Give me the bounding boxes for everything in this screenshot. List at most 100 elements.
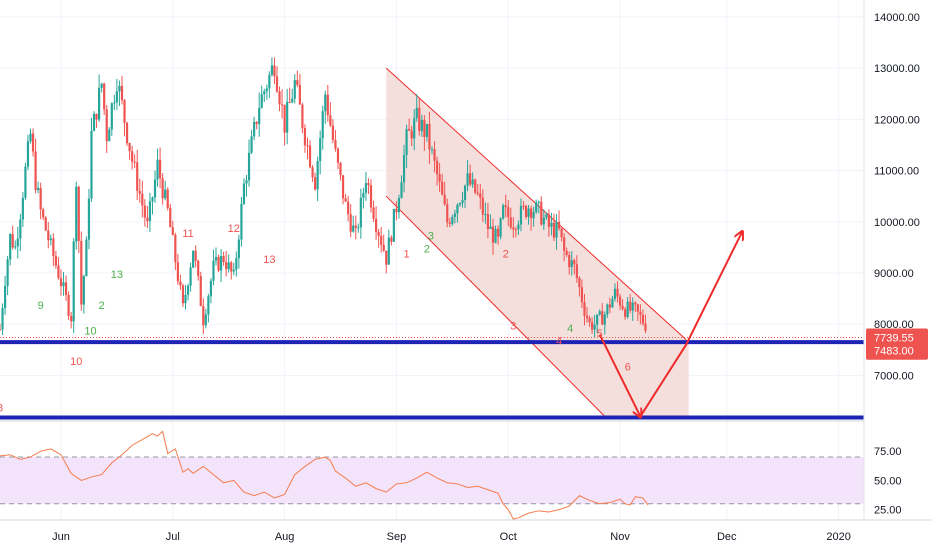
level-price-tag-bg [866, 341, 928, 360]
candle-body [324, 94, 327, 112]
candle-body [446, 204, 449, 223]
candle-body [237, 239, 240, 259]
candle-body [461, 199, 464, 204]
candle-body [110, 103, 113, 130]
candle-body [255, 121, 258, 124]
candle-body [641, 314, 645, 324]
count-label: 13 [111, 269, 123, 281]
candle-body [588, 318, 591, 323]
rsi-axis[interactable]: 75.00 50.00 25.00 [874, 446, 902, 516]
candle-body [540, 201, 543, 225]
candle-body [410, 130, 413, 139]
candle-body [263, 91, 266, 95]
candle-body [275, 76, 279, 92]
candle-body [563, 237, 566, 251]
candle-body [578, 278, 581, 288]
price-tick-label: 7000.00 [874, 370, 914, 382]
candle-body [474, 179, 477, 193]
time-axis[interactable]: Jun Jul Aug Sep Oct Nov Dec 2020 [52, 531, 851, 543]
price-tick-label: 13000.00 [874, 63, 920, 75]
candle-body [362, 192, 365, 198]
candle-body [499, 218, 502, 237]
candle-body [352, 225, 355, 232]
candle-body [568, 255, 571, 268]
time-tick-label: Jun [52, 531, 70, 543]
candle-body [542, 217, 545, 225]
candle-body [339, 162, 342, 176]
candle-body [250, 136, 253, 153]
candle-body [14, 246, 17, 248]
candle-body [301, 104, 304, 129]
candle-body [288, 101, 291, 103]
candle-body [557, 222, 561, 229]
candle-body [316, 161, 319, 190]
candle-body [319, 138, 322, 162]
rsi-pane [0, 430, 864, 520]
candle-body [514, 229, 517, 231]
candle-body [176, 262, 179, 282]
candle-body [547, 214, 550, 227]
candle-body [484, 214, 487, 216]
candle-body [415, 107, 418, 119]
projection-arrows[interactable] [598, 232, 742, 416]
candle-body [52, 238, 55, 257]
candle-body [530, 208, 533, 219]
candle-body [158, 159, 162, 179]
candle-body [278, 91, 281, 105]
candle-body [245, 180, 248, 184]
candle-body [580, 287, 584, 303]
candle-body [194, 250, 197, 261]
candle-body [204, 314, 207, 326]
candle-body [125, 122, 129, 144]
count-label: 11 [182, 228, 193, 240]
candle-body [67, 294, 70, 317]
candle-body [603, 314, 606, 325]
candle-body [402, 155, 406, 183]
price-tick-label: 14000.00 [874, 12, 920, 24]
candle-body [469, 173, 472, 185]
candle-body [82, 276, 85, 305]
candle-body [532, 211, 535, 219]
candle-body [133, 161, 136, 163]
count-label: 4 [567, 323, 573, 335]
candle-body [570, 260, 573, 268]
projection-down-arrow [598, 334, 641, 416]
candle-body [565, 250, 568, 256]
candle-body [463, 185, 467, 200]
candle-body [242, 183, 246, 204]
candle-body [240, 203, 243, 240]
candle-body [552, 222, 556, 238]
candle-body [418, 107, 421, 132]
candle-body [54, 256, 58, 266]
candle-body [199, 276, 202, 306]
candle-body [62, 282, 65, 287]
candle-body [471, 179, 474, 185]
candle-body [0, 329, 2, 331]
candle-body [354, 225, 357, 228]
candle-body [377, 231, 380, 236]
candle-body [131, 151, 134, 162]
rsi-band [0, 457, 864, 504]
time-tick-label: Aug [275, 531, 295, 543]
candle-body [585, 315, 589, 319]
candle-body [408, 129, 411, 131]
candle-body [308, 145, 312, 168]
candle-body [466, 173, 469, 186]
candle-body [512, 227, 515, 230]
candle-body [143, 205, 146, 218]
support-levels[interactable] [0, 337, 864, 420]
candle-body [639, 311, 642, 315]
candle-body [314, 177, 317, 190]
candle-body [489, 226, 492, 229]
count-label: 3 [510, 320, 516, 332]
candle-body [329, 115, 332, 126]
candle-body [128, 143, 131, 152]
candle-body [458, 203, 462, 205]
candle-body [189, 267, 192, 286]
count-label: 2 [424, 244, 430, 256]
candle-body [77, 186, 80, 241]
count-label: 9 [38, 300, 44, 312]
price-axis[interactable]: 14000.00 13000.00 12000.00 11000.00 10000.00… [874, 12, 920, 383]
candle-body [451, 216, 454, 224]
